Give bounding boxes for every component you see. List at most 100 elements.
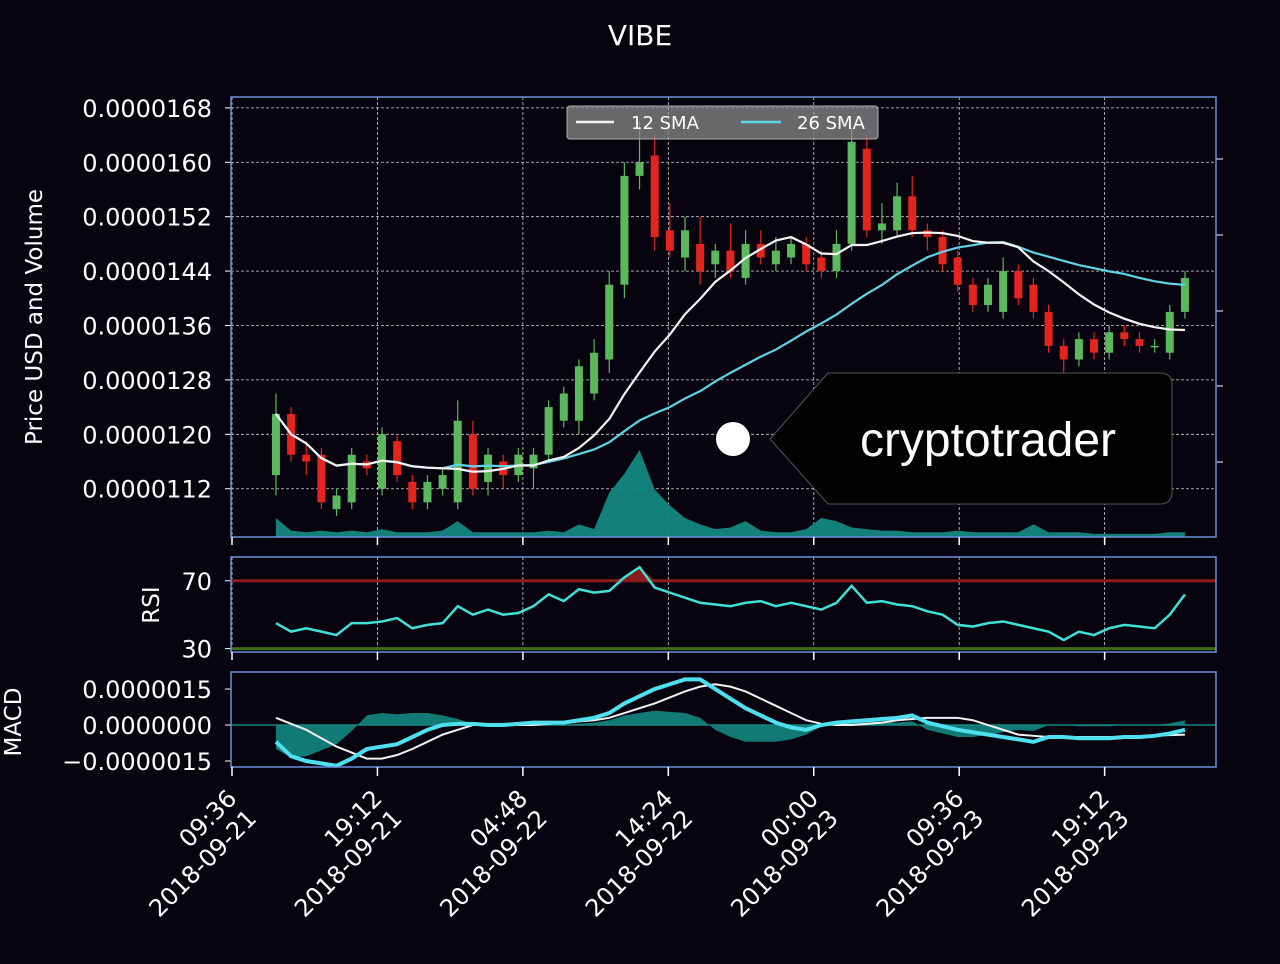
- chart-title: VIBE: [608, 19, 672, 52]
- candle-body: [1180, 277, 1189, 312]
- candle: [680, 216, 689, 272]
- candle-body: [393, 441, 402, 476]
- candle: [1120, 325, 1129, 346]
- candle: [817, 250, 826, 278]
- legend: 12 SMA 26 SMA: [566, 105, 879, 140]
- candle-body: [680, 230, 689, 258]
- candle: [953, 250, 962, 292]
- sma12-line: [275, 231, 1185, 473]
- candle-body: [968, 284, 977, 306]
- candle: [787, 237, 796, 265]
- candle-body: [347, 454, 356, 503]
- candle-body: [544, 407, 553, 455]
- candle-body: [1059, 345, 1068, 360]
- candle: [408, 475, 417, 510]
- candle-body: [408, 481, 417, 503]
- legend-label-sma26: 26 SMA: [797, 113, 866, 134]
- candle-body: [787, 243, 796, 258]
- candle: [1029, 277, 1038, 319]
- candle: [1150, 339, 1159, 353]
- candle-body: [726, 250, 735, 272]
- candle-body: [559, 393, 568, 421]
- candle-body: [908, 196, 917, 231]
- rsi-tick-label: 70: [181, 568, 212, 596]
- watermark-text: cryptotrader: [860, 414, 1116, 467]
- rsi-line: [275, 565, 1186, 642]
- candle: [590, 339, 599, 401]
- candle: [559, 386, 568, 428]
- macd-panel: 0.0000015 0.0000000 −0.0000015: [62, 671, 1217, 776]
- candle-body: [423, 481, 432, 503]
- price-tick-label: 0.0000160: [82, 149, 212, 177]
- candle-body: [574, 366, 583, 421]
- candle-body: [1014, 271, 1023, 299]
- price-tick-label: 0.0000112: [82, 476, 212, 504]
- candle-body: [484, 454, 493, 482]
- candle-body: [1044, 311, 1053, 346]
- candle-body: [802, 243, 811, 265]
- candle-body: [832, 243, 841, 272]
- price-y-label: Price USD and Volume: [22, 189, 48, 445]
- price-tick-label: 0.0000128: [82, 367, 212, 395]
- candle-body: [953, 257, 962, 285]
- price-tick-label: 0.0000136: [82, 313, 212, 341]
- candle-body: [893, 196, 902, 231]
- candle-body: [332, 495, 341, 510]
- candle: [347, 447, 356, 510]
- candle: [620, 162, 629, 299]
- candle-body: [771, 250, 780, 265]
- candle: [711, 243, 720, 278]
- candle: [1074, 332, 1083, 367]
- price-tick-label: 0.0000152: [82, 204, 212, 232]
- candle: [271, 393, 280, 496]
- candle: [983, 277, 992, 312]
- candle: [968, 277, 977, 312]
- candle: [1165, 305, 1174, 360]
- macd-panel-border: [230, 671, 1217, 768]
- candle-body: [650, 155, 659, 238]
- candle-body: [453, 420, 462, 503]
- watermark-dot-icon: [716, 422, 750, 456]
- candle: [862, 135, 871, 238]
- candle-body: [620, 175, 629, 285]
- candle: [393, 434, 402, 482]
- candle: [468, 420, 477, 496]
- macd-tick-label: 0.0000000: [82, 712, 212, 740]
- candle: [438, 468, 447, 496]
- candle: [1044, 305, 1053, 353]
- candle-body: [999, 271, 1008, 312]
- candle-body: [1029, 284, 1038, 312]
- candle-body: [877, 223, 886, 231]
- watermark-tag-shape: [769, 372, 1173, 505]
- candle-body: [1165, 311, 1174, 353]
- candle-body: [1090, 339, 1099, 353]
- candle-body: [983, 284, 992, 306]
- candle-body: [438, 475, 447, 489]
- candle-body: [468, 434, 477, 489]
- rsi-tick-label: 30: [181, 636, 212, 664]
- candle-body: [1074, 339, 1083, 360]
- macd-tick-label: 0.0000015: [82, 676, 212, 704]
- candle-body: [271, 413, 280, 476]
- candle: [544, 400, 553, 462]
- macd-tick-label: −0.0000015: [62, 748, 212, 776]
- candle: [923, 223, 932, 251]
- candle-body: [862, 148, 871, 231]
- macd-line: [274, 677, 1186, 768]
- candle-body: [605, 284, 614, 360]
- candle: [1135, 332, 1144, 353]
- candle-body: [302, 454, 311, 462]
- candle: [574, 359, 583, 435]
- candle-body: [635, 162, 644, 176]
- candle: [1090, 332, 1099, 360]
- candle: [999, 257, 1008, 319]
- price-tick-label: 0.0000144: [82, 258, 212, 286]
- candle: [771, 237, 780, 272]
